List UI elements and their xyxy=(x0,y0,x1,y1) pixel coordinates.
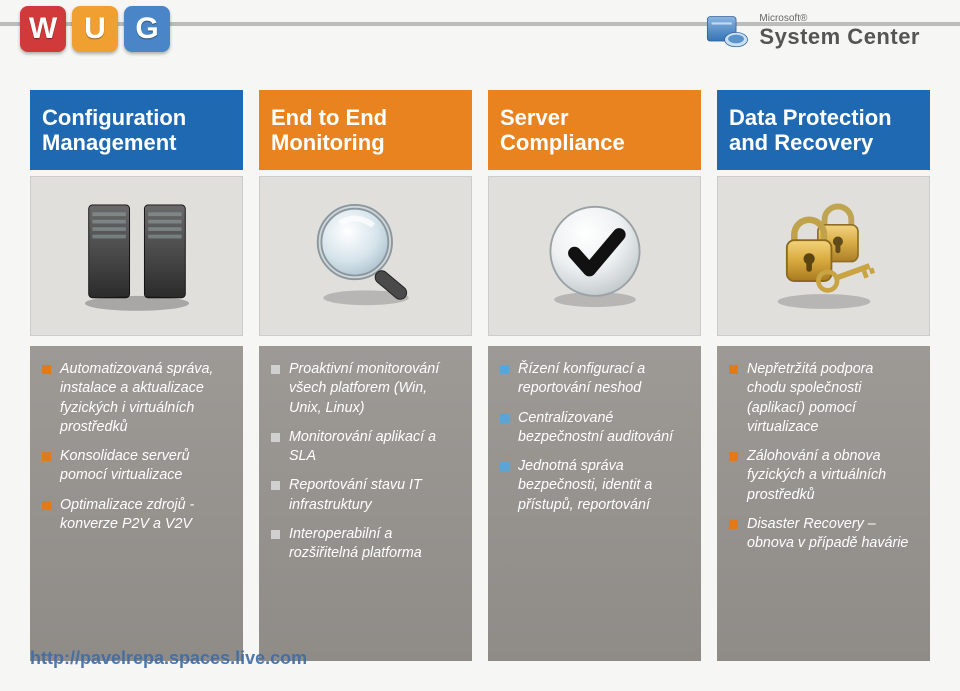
icon-card-check xyxy=(488,176,701,336)
servers-icon xyxy=(72,191,202,321)
wug-letter-1: U xyxy=(72,6,118,52)
list-item: Jednotná správa bezpečnosti, identit a p… xyxy=(500,457,687,515)
list-config-mgmt: Automatizovaná správa, instalace a aktua… xyxy=(30,346,243,661)
list-item: Disaster Recovery – obnova v případě hav… xyxy=(729,515,916,554)
list-item: Automatizovaná správa, instalace a aktua… xyxy=(42,360,229,437)
system-center-icon xyxy=(703,8,749,54)
list-item: Optimalizace zdrojů - konverze P2V a V2V xyxy=(42,496,229,535)
microsoft-label: Microsoft® xyxy=(759,13,920,24)
column-data-protection: Data Protection and Recovery xyxy=(717,90,930,661)
title-monitoring: End to End Monitoring xyxy=(259,90,472,170)
list-data-protection: Nepřetržitá podpora chodu společnosti (a… xyxy=(717,346,930,661)
wug-letter-2: G xyxy=(124,6,170,52)
check-circle-icon xyxy=(530,191,660,321)
wug-letter-0: W xyxy=(20,6,66,52)
list-item: Řízení konfigurací a reportování neshod xyxy=(500,360,687,399)
footer-url: http://pavelrepa.spaces.live.com xyxy=(30,648,307,669)
list-item: Reportování stavu IT infrastruktury xyxy=(271,476,458,515)
padlock-key-icon xyxy=(759,191,889,321)
slide-header: W U G Microsoft® System Center xyxy=(0,0,960,90)
list-item: Konsolidace serverů pomocí virtualizace xyxy=(42,447,229,486)
content-grid: Configuration Management xyxy=(30,90,930,661)
list-compliance: Řízení konfigurací a reportování neshod … xyxy=(488,346,701,661)
list-monitoring: Proaktivní monitorování všech platforem … xyxy=(259,346,472,661)
system-center-label: System Center xyxy=(759,24,920,50)
wug-logo: W U G xyxy=(20,6,170,52)
title-data-protection: Data Protection and Recovery xyxy=(717,90,930,170)
title-compliance: Server Compliance xyxy=(488,90,701,170)
icon-card-magnifier xyxy=(259,176,472,336)
system-center-logo: Microsoft® System Center xyxy=(703,8,920,54)
list-item: Zálohování a obnova fyzických a virtuáln… xyxy=(729,447,916,505)
list-item: Centralizované bezpečnostní auditování xyxy=(500,409,687,448)
list-item: Proaktivní monitorování všech platforem … xyxy=(271,360,458,418)
column-monitoring: End to End Monitoring Proaktivní monitor… xyxy=(259,90,472,661)
icon-card-servers xyxy=(30,176,243,336)
icon-card-lock xyxy=(717,176,930,336)
magnifier-icon xyxy=(301,191,431,321)
title-config-mgmt: Configuration Management xyxy=(30,90,243,170)
list-item: Interoperabilní a rozšiřitelná platforma xyxy=(271,525,458,564)
list-item: Nepřetržitá podpora chodu společnosti (a… xyxy=(729,360,916,437)
column-compliance: Server Compliance Řízení konfigurací a r… xyxy=(488,90,701,661)
list-item: Monitorování aplikací a SLA xyxy=(271,428,458,467)
column-config-mgmt: Configuration Management xyxy=(30,90,243,661)
